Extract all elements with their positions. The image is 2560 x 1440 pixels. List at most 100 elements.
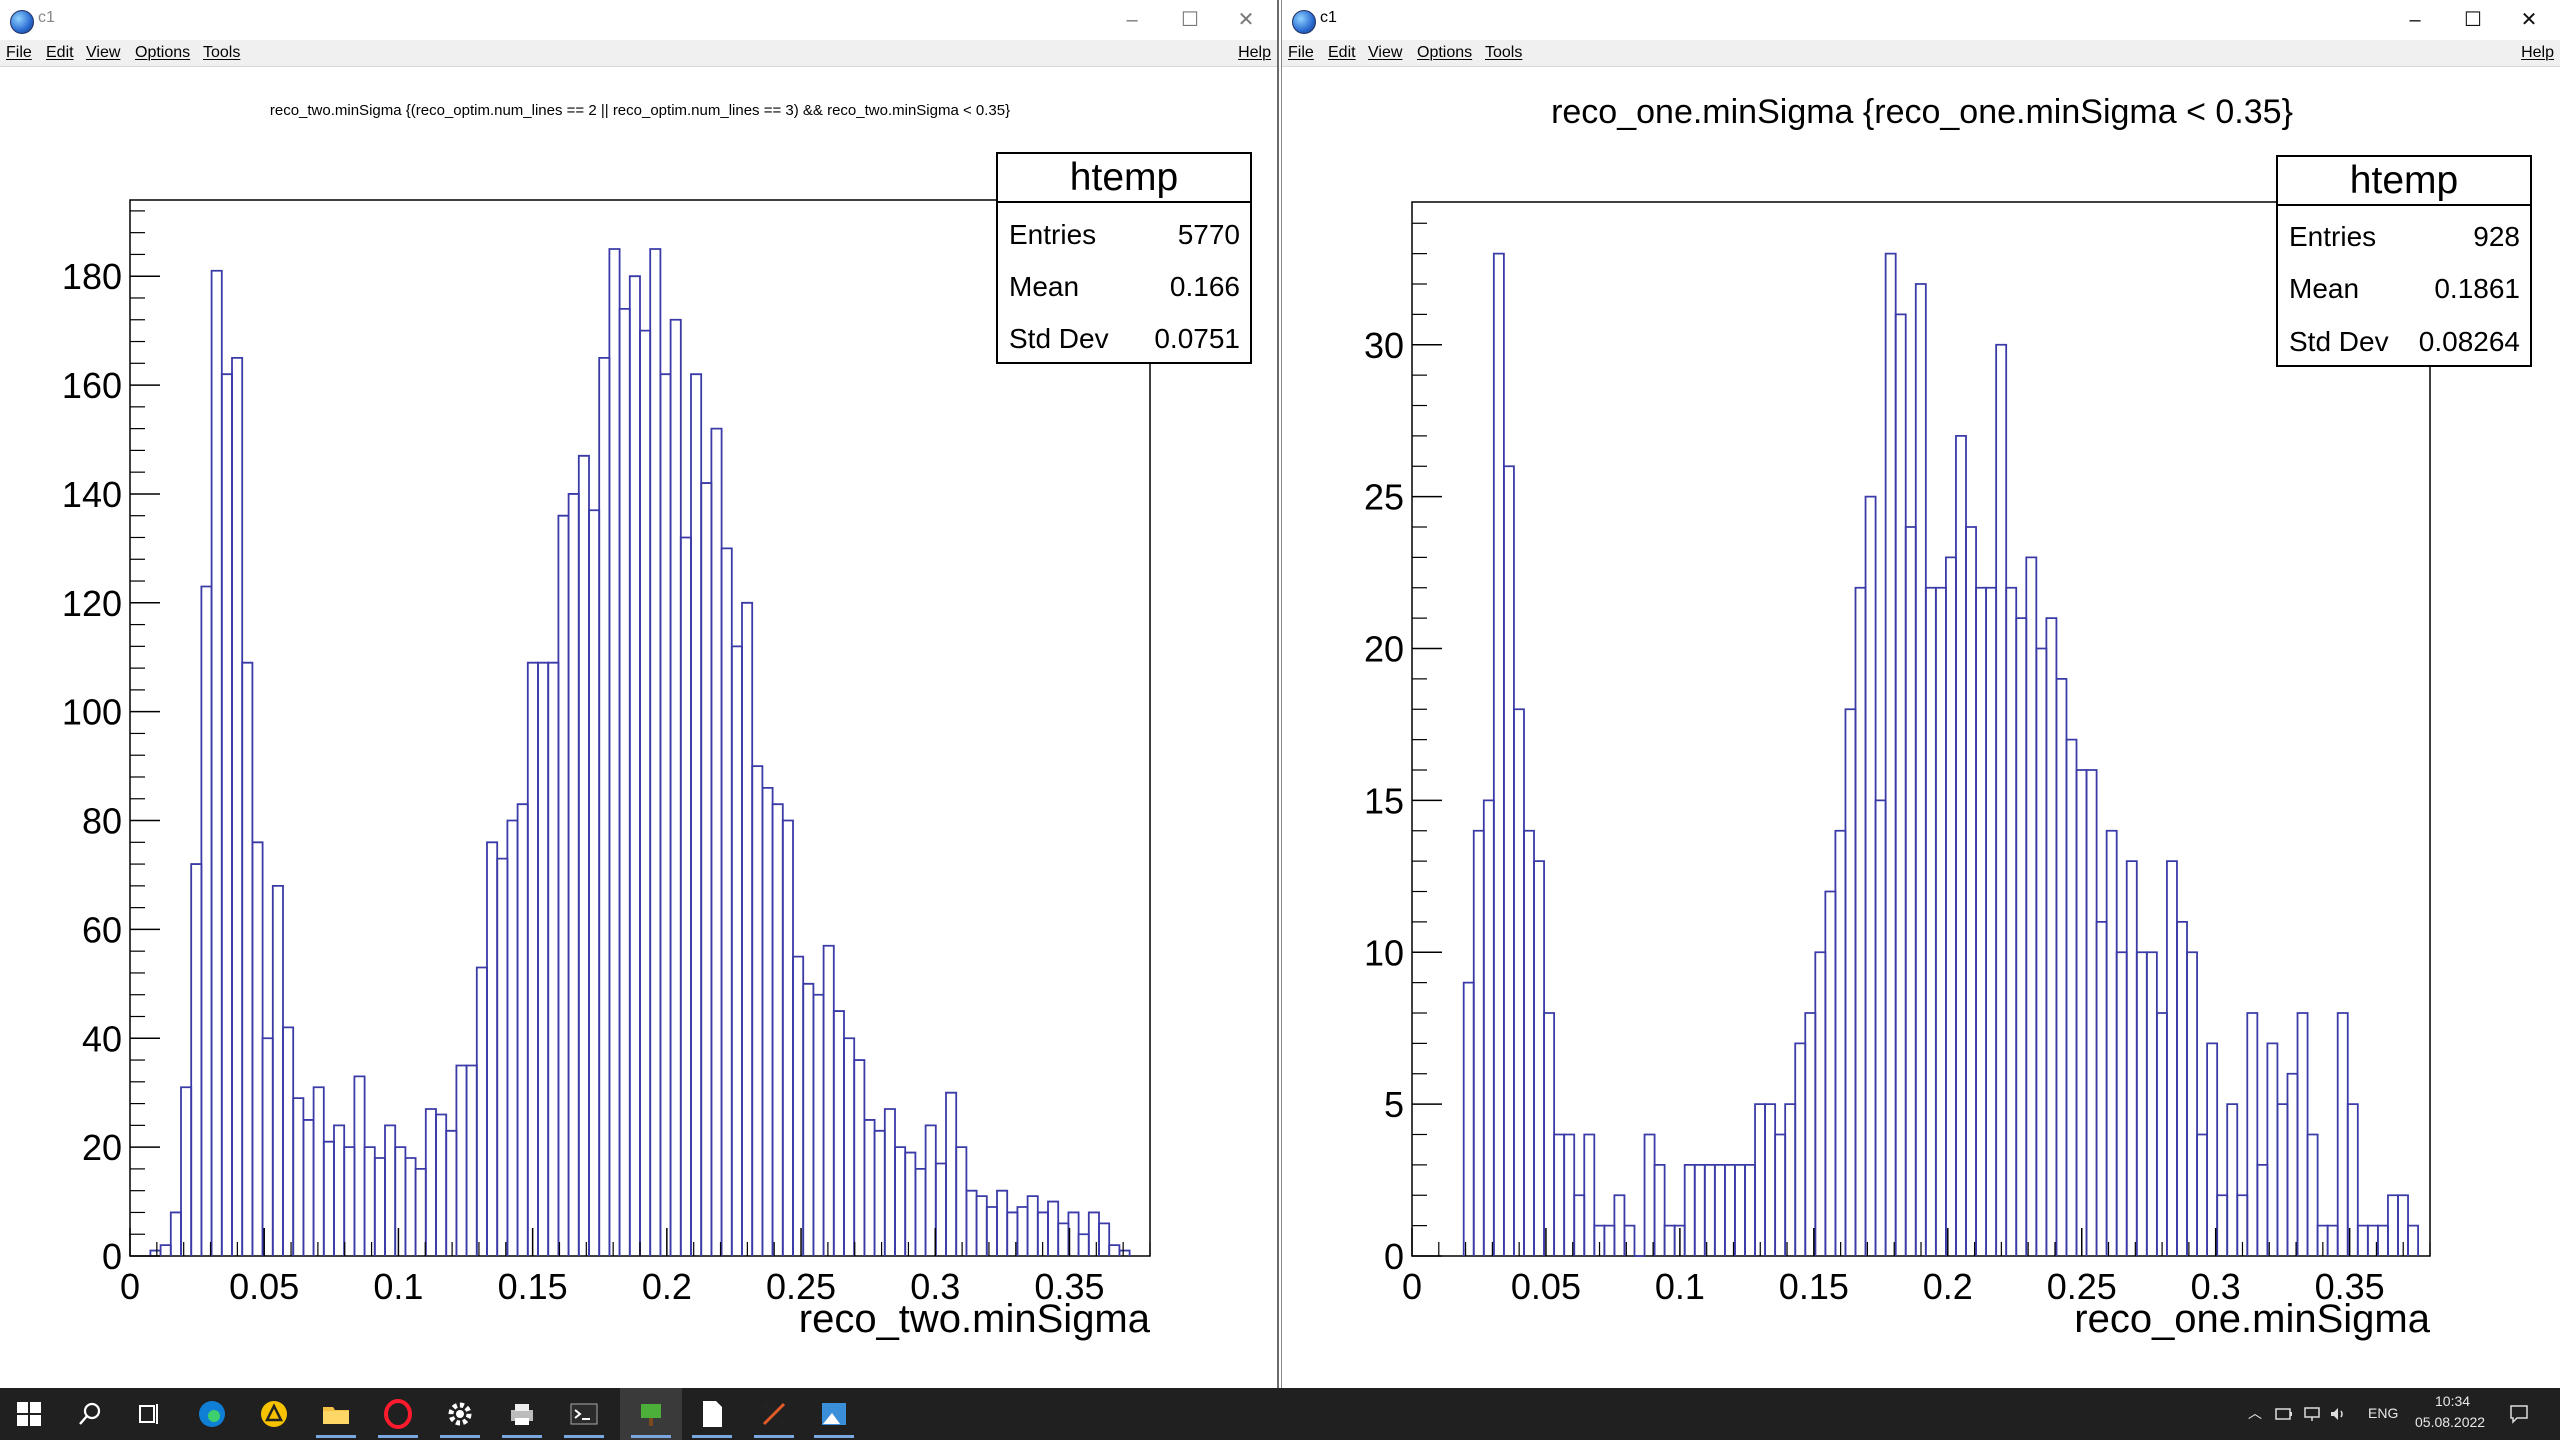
windows-start-icon[interactable] [13,1398,45,1430]
histogram-bin [792,955,805,1256]
histogram-bin [2095,920,2108,1256]
tray-show-hidden-icon[interactable]: ︿ [2248,1405,2262,1421]
menu-tools[interactable]: Tools [203,44,241,61]
histogram-bin [843,1037,856,1256]
y-tick-label: 0 [102,1236,122,1277]
menu-help[interactable]: Help [2521,44,2554,61]
printer-icon[interactable] [506,1398,538,1430]
photos-icon[interactable] [818,1398,850,1430]
histogram-bin [1613,1194,1626,1256]
language-indicator[interactable]: ENG [2368,1405,2399,1421]
title-bar[interactable]: c1 – ☐ ✕ [0,0,1277,40]
menu-help[interactable]: Help [1238,44,1271,61]
xming-icon[interactable] [758,1398,790,1430]
histogram-bin [2216,1194,2229,1256]
histogram-bin [465,1064,478,1256]
histogram-bin [965,1189,978,1256]
menu-edit[interactable]: Edit [1328,44,1356,61]
norton-icon[interactable] [258,1398,290,1430]
histogram-bin [649,248,662,1256]
task-view-icon[interactable] [133,1398,165,1430]
histogram-bin [2075,769,2088,1256]
histogram-bin [598,356,611,1256]
notepad-icon[interactable] [696,1398,728,1430]
histogram-bin [1492,252,1505,1256]
histogram-bin [2125,860,2138,1256]
menu-options[interactable]: Options [1417,44,1473,61]
histogram-bin [2045,617,2058,1256]
histogram-bin [1924,586,1937,1256]
active-indicator [440,1435,480,1438]
stats-name: htemp [2350,159,2458,202]
maximize-button[interactable]: ☐ [1181,9,1199,31]
y-tick-label: 20 [82,1127,122,1168]
histogram-bin [1513,708,1525,1256]
menu-file[interactable]: File [1288,44,1314,61]
histogram-bin [1693,1163,1706,1256]
histogram-bin [2356,1224,2369,1256]
menu-tools[interactable]: Tools [1485,44,1523,61]
menu-view[interactable]: View [1368,44,1403,61]
minimize-button[interactable]: – [2409,9,2421,31]
histogram-bin [475,966,488,1256]
histogram-bin [220,373,233,1256]
clock-date[interactable]: 05.08.2022 [2415,1414,2486,1430]
file-explorer-icon[interactable] [320,1398,352,1430]
histogram-bin [363,1146,376,1256]
plot-canvas[interactable]: reco_two.minSigma {(reco_optim.num_lines… [0,67,1277,1388]
histogram-bin [414,1168,427,1256]
histogram-bin [996,1189,1009,1256]
histogram-bin [659,373,672,1256]
histogram-bin [975,1195,988,1256]
histogram-bin [322,1140,335,1256]
title-bar[interactable]: c1 – ☐ ✕ [1282,0,2560,40]
opera-icon[interactable] [382,1398,414,1430]
minimize-button[interactable]: – [1126,9,1138,31]
menu-options[interactable]: Options [135,44,191,61]
histogram-bin [1462,981,1475,1256]
root-app-icon[interactable] [635,1398,667,1430]
histogram-bin [526,661,539,1256]
y-tick-label: 10 [1364,932,1404,973]
histogram-bin [1472,829,1485,1256]
network-icon[interactable] [2302,1404,2322,1424]
terminal-icon[interactable] [568,1398,600,1430]
histogram-bin [2155,1012,2168,1256]
histogram-bin [1824,890,1837,1256]
menu-view[interactable]: View [86,44,121,61]
stats-box[interactable]: htemp Entries 5770 Mean 0.166 Std Dev 0.… [996,152,1252,364]
maximize-button[interactable]: ☐ [2464,9,2482,31]
clock-time[interactable]: 10:34 [2435,1393,2471,1409]
histogram-bin [588,509,601,1256]
settings-gear-icon[interactable] [444,1398,476,1430]
histogram-bin [282,1026,295,1256]
volume-icon[interactable] [2328,1404,2348,1424]
histogram-bin [516,803,529,1256]
histogram-bin [1643,1133,1656,1256]
plot-canvas[interactable]: reco_one.minSigma {reco_one.minSigma < 0… [1282,67,2560,1388]
close-button[interactable]: ✕ [2520,9,2538,31]
histogram-bin [1744,1163,1756,1256]
close-button[interactable]: ✕ [1237,9,1255,31]
edge-browser-icon[interactable] [196,1398,228,1430]
histogram-bin [690,373,703,1256]
histogram-bin [1553,1133,1566,1256]
stats-box[interactable]: htemp Entries 928 Mean 0.1861 Std Dev 0.… [2276,155,2532,367]
histogram-bin [2387,1194,2399,1256]
histogram-bin [1914,283,1927,1256]
histogram-bin [1945,556,1957,1256]
histogram-bin [639,329,652,1256]
x-tick-label: 0.35 [1034,1266,1104,1307]
menu-edit[interactable]: Edit [46,44,74,61]
y-tick-label: 60 [82,909,122,950]
histogram-bin [1563,1133,1576,1256]
notification-icon[interactable] [2508,1403,2530,1425]
battery-icon[interactable] [2274,1404,2294,1424]
y-tick-label: 180 [62,256,122,297]
window-title: c1 [38,9,55,26]
menu-file[interactable]: File [6,44,32,61]
search-icon[interactable] [74,1398,106,1430]
x-tick-label: 0.35 [2315,1266,2385,1307]
active-indicator [754,1435,794,1438]
histogram-bin [1663,1224,1676,1256]
